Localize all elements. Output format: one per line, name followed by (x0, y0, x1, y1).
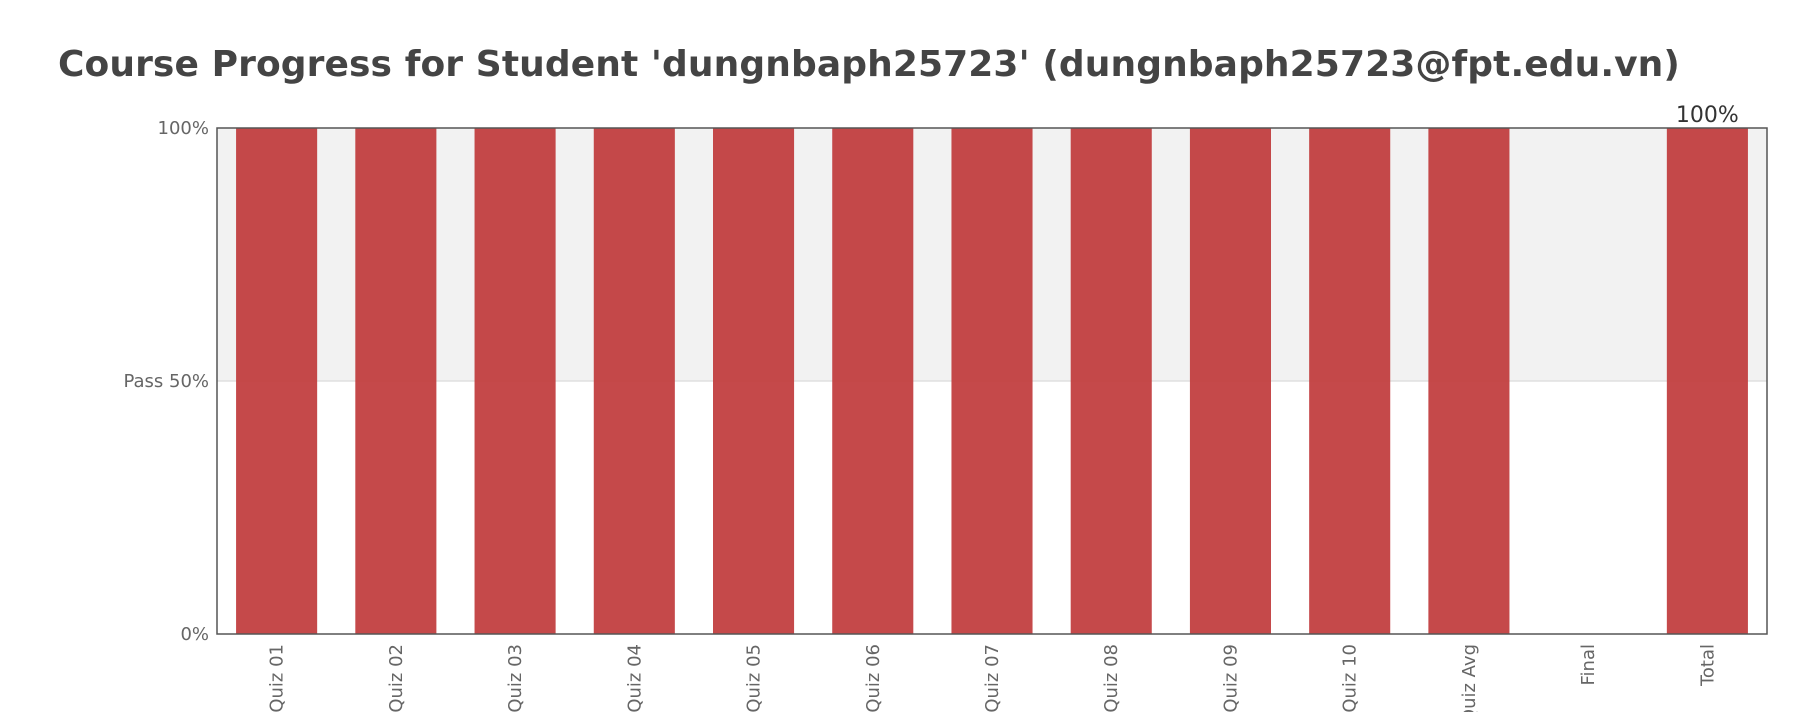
plot-frame (216, 127, 1768, 635)
bar-quiz-03 (474, 128, 556, 634)
x-tick-label: Quiz 09 (1220, 644, 1241, 712)
bar-quiz-10 (1309, 128, 1391, 634)
x-tick-label: Quiz 04 (624, 644, 645, 712)
x-tick-label: Quiz 02 (386, 644, 407, 712)
y-tick-label: 0% (180, 624, 209, 645)
x-tick-label: Quiz Avg (1459, 644, 1480, 712)
x-tick-label: Quiz 10 (1340, 644, 1361, 712)
x-tick-label: Final (1578, 644, 1599, 685)
x-tick-label: Quiz 01 (267, 644, 288, 712)
bar-quiz-avg (1428, 128, 1510, 634)
bar-quiz-09 (1189, 128, 1271, 634)
bar-total (1666, 128, 1748, 634)
y-tick-label: 100% (158, 118, 209, 139)
x-tick-label: Quiz 08 (1101, 644, 1122, 712)
x-tick-label: Quiz 03 (505, 644, 526, 712)
data-label: 100% (1676, 103, 1739, 128)
bar-quiz-02 (355, 128, 437, 634)
x-tick-label: Total (1697, 644, 1718, 687)
chart-title: Course Progress for Student 'dungnbaph25… (58, 44, 1680, 85)
bar-quiz-04 (593, 128, 675, 634)
bar-quiz-05 (713, 128, 795, 634)
x-tick-label: Quiz 07 (982, 644, 1003, 712)
x-tick-label: Quiz 05 (744, 644, 765, 712)
bar-quiz-01 (236, 128, 318, 634)
bar-quiz-06 (832, 128, 914, 634)
y-tick-label: Pass 50% (123, 371, 209, 392)
bar-quiz-08 (1070, 128, 1152, 634)
bar-quiz-07 (951, 128, 1033, 634)
x-tick-label: Quiz 06 (863, 644, 884, 712)
